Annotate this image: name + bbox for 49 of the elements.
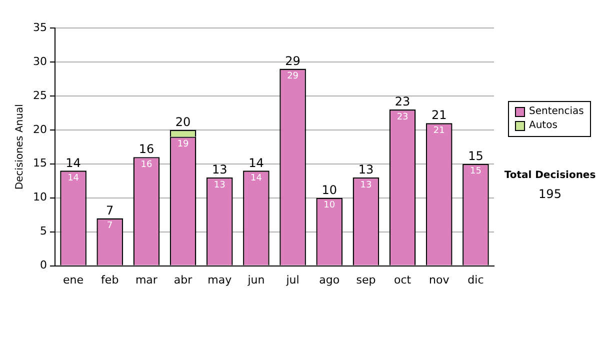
y-tick-label: 10 (32, 190, 47, 204)
data-label: 14 (250, 174, 262, 184)
y-tick-label: 35 (32, 20, 47, 34)
x-tick-label: sep (356, 273, 376, 286)
data-label: 21 (433, 126, 445, 136)
text: Total Decisiones (503, 170, 597, 181)
x-tick-label: feb (101, 273, 119, 286)
total-label: 20 (175, 115, 191, 130)
x-tick-label: jul (285, 273, 300, 286)
data-label: 16 (140, 160, 152, 170)
total-label: 14 (248, 156, 264, 170)
x-tick-label: may (208, 273, 232, 286)
x-tick-label: oct (394, 273, 412, 286)
y-tick-label: 30 (32, 54, 47, 68)
total-label: 23 (394, 94, 410, 109)
x-tick-label: jun (246, 273, 265, 286)
x-tick-label: abr (174, 273, 193, 286)
data-label: 19 (177, 140, 190, 150)
x-tick-label: ene (63, 273, 84, 286)
total-label: 21 (431, 108, 447, 122)
x-tick-label: dic (468, 273, 484, 286)
data-label: 29 (287, 72, 299, 82)
data-label: 15 (470, 166, 482, 177)
total-label: 15 (468, 149, 484, 164)
total-label: 14 (66, 156, 81, 170)
data-label: 13 (360, 180, 372, 190)
total-label: 13 (358, 162, 374, 177)
y-tick-label: 20 (32, 122, 47, 136)
data-label: 10 (324, 200, 336, 211)
x-tick-label: nov (429, 273, 450, 286)
legend-label: Sentencias (529, 105, 584, 119)
y-tick-label: 25 (32, 88, 47, 102)
y-tick-label: 5 (40, 224, 47, 238)
data-label: 23 (396, 112, 408, 122)
total-label: 7 (106, 203, 114, 218)
legend-label: Autos (529, 119, 558, 133)
text: 195 (538, 187, 562, 201)
x-tick-label: ago (319, 273, 340, 286)
total-label: 16 (138, 142, 154, 156)
total-label: 13 (212, 162, 228, 177)
data-label: 7 (107, 221, 113, 232)
y-tick-label: 0 (40, 258, 47, 272)
y-tick-label: 15 (32, 156, 47, 170)
data-label: 13 (214, 180, 226, 190)
data-label: 14 (68, 174, 80, 184)
total-label: 10 (322, 182, 338, 197)
total-label: 29 (285, 54, 300, 68)
y-axis-title: Decisiones Anual (14, 104, 26, 190)
x-tick-label: mar (135, 273, 158, 286)
